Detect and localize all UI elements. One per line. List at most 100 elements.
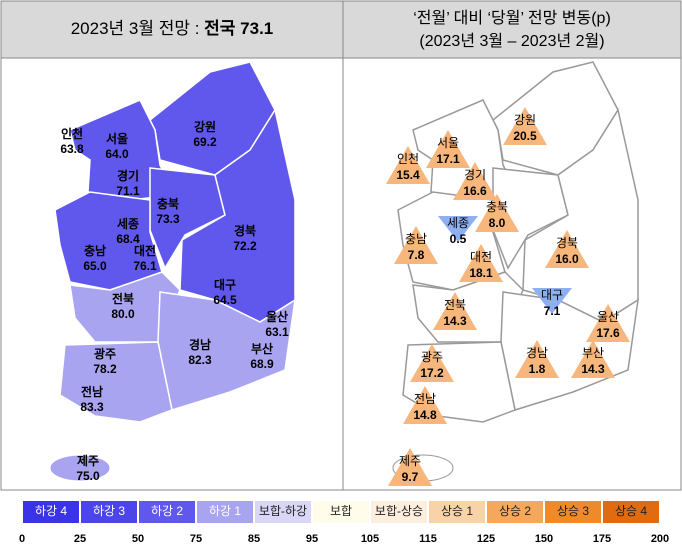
region-name: 충남 xyxy=(84,243,106,258)
region-value: 68.4 xyxy=(116,232,140,246)
region-value: 7.1 xyxy=(544,304,561,318)
region-name: 세종 xyxy=(117,216,139,231)
trend-triangle xyxy=(503,107,547,145)
region-name: 경기 xyxy=(464,168,486,182)
region-value: 75.0 xyxy=(76,469,100,483)
region-name: 제주 xyxy=(399,454,421,468)
map xyxy=(49,61,296,482)
trend-triangle xyxy=(532,288,572,314)
scale-label: 25 xyxy=(74,533,86,545)
region-shape xyxy=(49,454,111,482)
region-name: 전남 xyxy=(414,392,436,406)
legend-label: 보합-하강 xyxy=(259,504,307,518)
region-name: 경남 xyxy=(189,337,211,352)
region-name: 대전 xyxy=(134,243,156,258)
legend-label: 하강 1 xyxy=(209,504,241,518)
trend-triangle xyxy=(438,216,478,242)
scale-label: 75 xyxy=(190,533,202,545)
region-value: 14.3 xyxy=(581,362,605,376)
region-name: 경남 xyxy=(526,346,548,360)
region-name: 울산 xyxy=(266,309,288,324)
region-name: 광주 xyxy=(94,346,116,361)
scale-label: 50 xyxy=(132,533,144,545)
region-name: 부산 xyxy=(582,346,604,360)
scale-label: 175 xyxy=(593,533,611,545)
region-value: 16.0 xyxy=(555,252,579,266)
legend-label: 보합-상승 xyxy=(375,504,423,518)
legend-label: 하강 2 xyxy=(151,504,183,518)
region-value: 20.5 xyxy=(513,129,537,143)
trend-triangle xyxy=(394,226,438,264)
scale-label: 85 xyxy=(248,533,260,545)
legend-swatch xyxy=(197,501,253,523)
region-name: 광주 xyxy=(421,350,443,364)
region-value: 82.3 xyxy=(188,353,212,367)
region-value: 63.8 xyxy=(60,142,84,156)
trend-triangle xyxy=(403,386,447,424)
trend-triangle xyxy=(459,244,503,282)
region-value: 9.7 xyxy=(402,470,419,484)
legend-swatch xyxy=(139,501,195,523)
region-shape xyxy=(54,191,163,291)
legend-swatch xyxy=(23,501,79,523)
legend-label: 상승 3 xyxy=(557,504,589,518)
legend-swatch xyxy=(429,501,485,523)
scale-label: 200 xyxy=(651,533,669,545)
trend-triangle xyxy=(453,162,497,200)
region-name: 경북 xyxy=(556,236,578,250)
trend-triangle xyxy=(586,304,630,342)
left-title: 2023년 3월 전망 : 전국 73.1 xyxy=(71,19,274,38)
trend-triangle xyxy=(426,130,470,168)
region-value: 16.6 xyxy=(463,184,487,198)
trend-triangle xyxy=(571,340,615,378)
region-name: 전남 xyxy=(81,384,103,399)
region-name: 인천 xyxy=(61,126,83,141)
legend-label: 상승 1 xyxy=(441,504,473,518)
scale-label: 150 xyxy=(535,533,553,545)
legend-swatch xyxy=(371,501,427,523)
legend-label: 하강 3 xyxy=(93,504,125,518)
region-name: 부산 xyxy=(251,341,273,356)
region-name: 서울 xyxy=(437,136,459,150)
region-value: 69.2 xyxy=(193,135,217,149)
legend-label: 보합 xyxy=(330,504,352,518)
scale-label: 105 xyxy=(361,533,379,545)
region-value: 7.8 xyxy=(408,248,425,262)
region-name: 서울 xyxy=(106,131,128,146)
region-name: 전북 xyxy=(444,298,466,312)
region-name: 강원 xyxy=(514,113,536,127)
region-value: 8.0 xyxy=(489,216,506,230)
region-value: 18.1 xyxy=(469,266,493,280)
trend-triangle xyxy=(475,194,519,232)
trend-triangle xyxy=(515,340,559,378)
trend-triangle xyxy=(545,230,589,268)
region-name: 인천 xyxy=(397,151,419,166)
left-title-text: 2023년 3월 전망 : xyxy=(71,19,204,38)
trend-triangle xyxy=(433,292,477,330)
legend-swatch xyxy=(487,501,543,523)
region-name: 전북 xyxy=(112,291,134,306)
legend-label: 상승 2 xyxy=(499,504,531,518)
scale-label: 125 xyxy=(477,533,495,545)
region-value: 14.3 xyxy=(443,314,467,328)
legend-swatch xyxy=(603,501,659,523)
region-name: 강원 xyxy=(194,120,216,134)
legend-swatch xyxy=(255,501,311,523)
region-value: 64.5 xyxy=(213,293,237,307)
legend-label: 하강 4 xyxy=(35,504,67,518)
scale-label: 0 xyxy=(19,533,25,545)
region-name: 대구 xyxy=(541,288,563,302)
region-value: 78.2 xyxy=(93,362,117,376)
region-name: 제주 xyxy=(77,454,99,468)
header xyxy=(0,0,682,59)
region-value: 71.1 xyxy=(116,184,140,198)
region-value: 14.8 xyxy=(413,408,437,422)
trend-triangle xyxy=(388,448,432,486)
region-value: 17.1 xyxy=(436,152,460,166)
region-value: 15.4 xyxy=(396,168,420,182)
region-value: 0.5 xyxy=(450,232,467,246)
legend-swatch xyxy=(313,501,369,523)
region-name: 세종 xyxy=(447,216,469,230)
region-name: 경북 xyxy=(234,224,256,238)
